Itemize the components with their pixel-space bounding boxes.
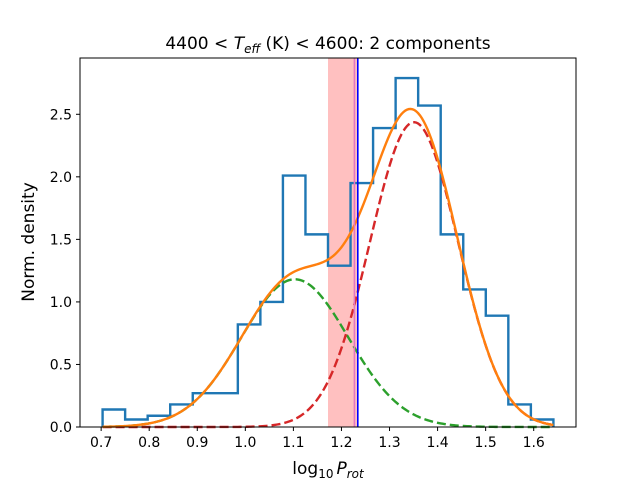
axis-ticks: 0.7 0.8 0.9 1.0 1.1 1.2 1.3 1.4 1.5 1.6 0.0 0.5 1.0 1… — [50, 107, 545, 451]
y-tick-label: 0.0 — [50, 420, 72, 436]
x-tick-label: 1.3 — [378, 435, 400, 451]
y-tick-label: 1.0 — [50, 295, 72, 311]
x-tick-label: 1.5 — [475, 435, 497, 451]
y-tick-label: 2.0 — [50, 170, 72, 186]
total-fit-curve — [102, 107, 554, 428]
axes-frame — [79, 57, 577, 428]
x-tick-label: 1.2 — [330, 435, 352, 451]
x-tick-label: 1.1 — [282, 435, 304, 451]
x-tick-label: 1.6 — [523, 435, 545, 451]
x-tick-label: 0.9 — [186, 435, 208, 451]
shaded-band — [328, 58, 358, 427]
x-tick-label: 1.0 — [234, 435, 256, 451]
x-axis-label: log10 Prot — [292, 459, 365, 480]
chart-title: 4400 < Teff (K) < 4600: 2 components — [165, 34, 490, 56]
y-tick-label: 2.5 — [50, 107, 72, 123]
y-axis-label: Norm. density — [19, 182, 39, 302]
x-tick-label: 0.8 — [138, 435, 160, 451]
histogram-outline — [101, 76, 555, 427]
y-tick-label: 1.5 — [50, 232, 72, 248]
x-tick-label: 1.4 — [426, 435, 448, 451]
x-tick-label: 0.7 — [90, 435, 112, 451]
y-tick-label: 0.5 — [50, 357, 72, 373]
